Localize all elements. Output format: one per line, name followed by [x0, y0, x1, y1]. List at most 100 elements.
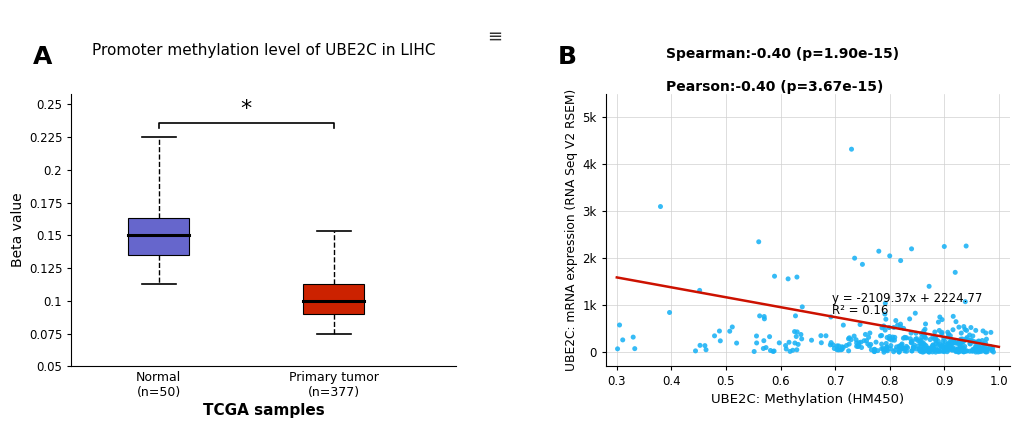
Point: [977, 336, 994, 343]
Point: [915, 328, 931, 334]
Point: [929, 337, 946, 344]
Point: [869, 347, 886, 354]
Point: [936, 338, 953, 345]
Point: [944, 347, 960, 354]
Point: [776, 342, 793, 349]
Point: [963, 347, 979, 354]
Point: [941, 338, 957, 345]
Point: [935, 346, 952, 353]
Point: [803, 337, 819, 344]
Point: [956, 326, 972, 333]
Point: [933, 316, 950, 323]
Point: [931, 348, 948, 355]
Point: [932, 343, 949, 350]
Point: [841, 341, 857, 348]
Point: [965, 339, 981, 345]
Point: [760, 333, 776, 340]
Point: [919, 345, 935, 352]
Point: [940, 342, 956, 349]
Point: [913, 339, 929, 346]
Point: [945, 339, 961, 346]
Point: [930, 327, 947, 334]
Point: [660, 309, 677, 316]
Point: [917, 343, 933, 349]
Point: [877, 340, 894, 347]
Point: [851, 321, 867, 328]
Point: [984, 348, 1001, 355]
Point: [687, 348, 703, 354]
Point: [967, 348, 983, 355]
Point: [846, 255, 862, 262]
Point: [927, 338, 944, 345]
Point: [976, 330, 993, 337]
Point: [825, 345, 842, 352]
Point: [903, 245, 919, 252]
Point: [913, 342, 929, 349]
Point: [891, 343, 907, 350]
Point: [903, 348, 919, 354]
Point: [916, 320, 932, 327]
Point: [944, 344, 960, 351]
Point: [954, 348, 970, 355]
Point: [932, 330, 949, 337]
Point: [922, 345, 938, 352]
Point: [755, 313, 771, 320]
Point: [892, 257, 908, 264]
Point: [914, 341, 930, 348]
Point: [926, 328, 943, 335]
Point: [973, 337, 989, 344]
Point: [910, 345, 926, 352]
Y-axis label: UBE2C: mRNA expression (RNA Seq V2 RSEM): UBE2C: mRNA expression (RNA Seq V2 RSEM): [565, 89, 578, 371]
Point: [938, 348, 955, 355]
Point: [981, 343, 998, 350]
Point: [926, 349, 943, 356]
Point: [962, 337, 978, 343]
Point: [786, 340, 802, 346]
Point: [983, 345, 1000, 352]
Point: [927, 345, 944, 352]
Point: [904, 345, 920, 351]
Point: [728, 340, 744, 346]
Point: [961, 340, 977, 347]
Point: [934, 348, 951, 354]
Point: [842, 336, 858, 343]
Point: [870, 248, 887, 255]
Point: [884, 348, 901, 355]
Point: [878, 334, 895, 341]
Point: [924, 342, 941, 349]
Point: [876, 327, 893, 334]
Point: [932, 343, 949, 350]
Point: [932, 329, 949, 336]
Point: [880, 324, 897, 331]
Point: [958, 348, 974, 354]
Point: [789, 341, 805, 348]
Point: [625, 334, 641, 340]
Point: [904, 343, 920, 350]
Point: [947, 340, 963, 347]
Point: [912, 345, 928, 352]
Point: [861, 330, 877, 337]
Point: [875, 349, 892, 356]
Point: [614, 337, 631, 343]
Point: [907, 336, 923, 343]
Point: [896, 334, 912, 341]
Point: [951, 346, 967, 353]
Point: [950, 348, 966, 355]
Point: [930, 341, 947, 348]
Point: [976, 340, 993, 346]
Point: [924, 343, 941, 349]
Point: [967, 344, 983, 351]
Point: [890, 348, 906, 354]
Point: [893, 340, 909, 347]
Text: Pearson:-0.40 (p=3.67e-15): Pearson:-0.40 (p=3.67e-15): [665, 80, 883, 94]
Point: [865, 346, 881, 353]
Point: [821, 342, 838, 348]
Point: [974, 328, 990, 334]
Title: Promoter methylation level of UBE2C in LIHC: Promoter methylation level of UBE2C in L…: [92, 43, 435, 58]
Point: [927, 347, 944, 354]
Point: [903, 348, 919, 354]
Point: [946, 339, 962, 345]
Point: [838, 342, 854, 349]
Bar: [303, 284, 364, 314]
Point: [934, 343, 951, 350]
